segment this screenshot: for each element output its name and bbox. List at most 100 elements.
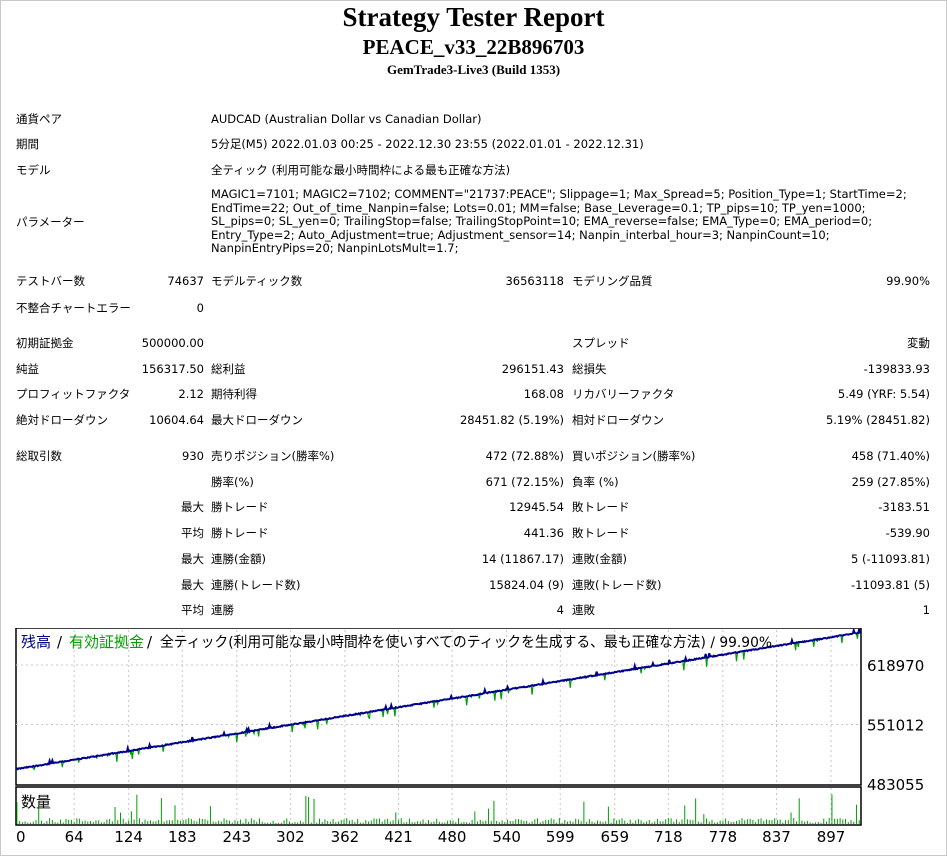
- detail-value-consec-wins-amount: 14 (11867.17): [481, 552, 564, 566]
- detail-value-consec-losses-count: -11093.81 (5): [851, 578, 930, 592]
- label-test-bars: テストバー数: [16, 274, 85, 288]
- detail-value-avg-win: 441.36: [523, 526, 564, 540]
- value-gross-loss: -139833.93: [863, 362, 930, 376]
- x-tick-label: 778: [709, 828, 738, 846]
- balance-chart: 残高 / 有効証拠金 / 全ティック(利用可能な最小時間枠を使いすべてのティック…: [14, 627, 934, 852]
- detail-label-consec-wins-amount: 連勝(金額): [211, 552, 266, 566]
- value-expected-payoff: 168.08: [523, 387, 564, 401]
- value-gross-profit: 296151.43: [501, 362, 564, 376]
- value-abs-drawdown: 10604.64: [149, 413, 204, 427]
- label-net-profit: 純益: [16, 362, 39, 376]
- value-rel-drawdown: 5.19% (28451.82): [825, 413, 930, 427]
- detail-value-loss-rate: 259 (27.85%): [851, 475, 930, 489]
- info-value-params: MAGIC1=7101; MAGIC2=7102; COMMENT="21737…: [211, 187, 907, 255]
- detail-label-avg-consec-losses: 連敗: [572, 603, 595, 617]
- label-rel-drawdown: 相対ドローダウン: [572, 413, 664, 427]
- value-max-drawdown: 28451.82 (5.19%): [459, 413, 564, 427]
- volume-label: 数量: [21, 793, 51, 811]
- detail-label-max-loss: 敗トレード: [572, 500, 630, 514]
- value-model-ticks: 36563118: [505, 274, 564, 288]
- label-max-drawdown: 最大ドローダウン: [211, 413, 303, 427]
- detail-label-max-win: 勝トレード: [211, 500, 269, 514]
- info-label-pair: 通貨ペア: [16, 112, 62, 126]
- server-build: GemTrade3-Live3 (Build 1353): [386, 62, 561, 77]
- detail-value-avg-consec-losses: 1: [922, 603, 930, 617]
- detail-value-avg-loss: -539.90: [885, 526, 930, 540]
- detail-label-loss-rate: 負率 (%): [572, 475, 619, 489]
- detail-label-consec-losses-count: 連敗(トレード数): [572, 578, 662, 592]
- detail-prefix: 平均: [181, 526, 204, 540]
- detail-prefix: 最大: [181, 578, 204, 592]
- value-profit-factor: 2.12: [178, 387, 204, 401]
- label-gross-profit: 総利益: [211, 362, 246, 376]
- detail-label-avg-consec-wins: 連勝: [211, 603, 234, 617]
- balance-chart-svg: 残高 / 有効証拠金 / 全ティック(利用可能な最小時間枠を使いすべてのティック…: [15, 627, 924, 846]
- volume-plot-frame: [15, 786, 862, 826]
- x-tick-label: 837: [762, 828, 791, 846]
- detail-label-avg-win: 勝トレード: [211, 526, 269, 540]
- info-value-pair: AUDCAD (Australian Dollar vs Canadian Do…: [211, 112, 482, 126]
- detail-value-consec-wins-count: 15824.04 (9): [489, 578, 564, 592]
- label-total-trades: 総取引数: [16, 449, 62, 463]
- info-value-model: 全ティック (利用可能な最小時間枠による最も正確な方法): [211, 163, 511, 177]
- detail-label-avg-loss: 敗トレード: [572, 526, 630, 540]
- detail-prefix: 最大: [181, 552, 204, 566]
- legend-balance: 残高: [21, 633, 51, 651]
- x-tick-label: 302: [276, 828, 305, 846]
- label-expected-payoff: 期待利得: [211, 387, 257, 401]
- x-tick-label: 897: [817, 828, 846, 846]
- label-recovery-factor: リカバリーファクタ: [572, 387, 675, 401]
- value-test-bars: 74637: [167, 274, 204, 288]
- value-initial-deposit: 500000.00: [141, 336, 204, 350]
- detail-value-max-win: 12945.54: [509, 500, 564, 514]
- x-tick-label: 599: [546, 828, 575, 846]
- detail-label-win-rate: 勝率(%): [211, 475, 254, 489]
- label-mismatch: 不整合チャートエラー: [16, 301, 131, 315]
- label-spread: スプレッド: [572, 336, 630, 350]
- info-value-period: 5分足(M5) 2022.01.03 00:25 - 2022.12.30 23…: [211, 137, 644, 151]
- x-tick-label: 718: [654, 828, 683, 846]
- label-abs-drawdown: 絶対ドローダウン: [16, 413, 108, 427]
- label-model-quality: モデリング品質: [572, 274, 653, 288]
- value-total-trades: 930: [182, 449, 204, 463]
- label-short-positions: 売りポジション(勝率%): [211, 449, 335, 463]
- legend-sep1: /: [57, 633, 63, 651]
- ea-name: PEACE_v33_22B896703: [362, 35, 585, 59]
- legend-desc: 全ティック(利用可能な最小時間枠を使いすべてのティックを生成する、最も正確な方法…: [160, 633, 772, 651]
- detail-value-win-rate: 671 (72.15%): [485, 475, 564, 489]
- value-recovery-factor: 5.49 (YRF: 5.54): [837, 387, 930, 401]
- y-tick-label: 551012: [867, 717, 924, 735]
- value-mismatch: 0: [196, 301, 204, 315]
- detail-value-avg-consec-wins: 4: [556, 603, 564, 617]
- info-label-model: モデル: [16, 163, 51, 177]
- x-tick-label: 124: [114, 828, 143, 846]
- y-tick-label: 483055: [867, 776, 924, 794]
- report-title: Strategy Tester Report: [342, 2, 605, 32]
- value-net-profit: 156317.50: [141, 362, 204, 376]
- value-spread: 変動: [907, 336, 930, 350]
- y-tick-label: 618970: [867, 657, 924, 675]
- x-tick-label: 0: [16, 828, 26, 846]
- balance-line: [15, 627, 862, 771]
- x-tick-label: 362: [331, 828, 360, 846]
- label-initial-deposit: 初期証拠金: [16, 336, 74, 350]
- detail-value-max-loss: -3183.51: [878, 500, 930, 514]
- x-tick-label: 64: [65, 828, 84, 846]
- legend-sep2: /: [147, 633, 153, 651]
- x-tick-label: 659: [600, 828, 629, 846]
- label-model-ticks: モデルティック数: [211, 274, 303, 288]
- detail-value-consec-losses-amount: 5 (-11093.81): [851, 552, 930, 566]
- detail-prefix: 最大: [181, 500, 204, 514]
- value-long-positions: 458 (71.40%): [851, 449, 930, 463]
- label-profit-factor: プロフィットファクタ: [16, 387, 131, 401]
- x-tick-label: 480: [438, 828, 467, 846]
- detail-label-consec-wins-count: 連勝(トレード数): [211, 578, 301, 592]
- x-tick-label: 183: [168, 828, 197, 846]
- value-model-quality: 99.90%: [886, 274, 930, 288]
- detail-label-consec-losses-amount: 連敗(金額): [572, 552, 627, 566]
- info-label-period: 期間: [16, 137, 39, 151]
- legend-equity: 有効証拠金: [69, 633, 144, 651]
- x-tick-label: 421: [384, 828, 413, 846]
- info-label-params: パラメーター: [16, 215, 85, 229]
- label-gross-loss: 総損失: [572, 362, 607, 376]
